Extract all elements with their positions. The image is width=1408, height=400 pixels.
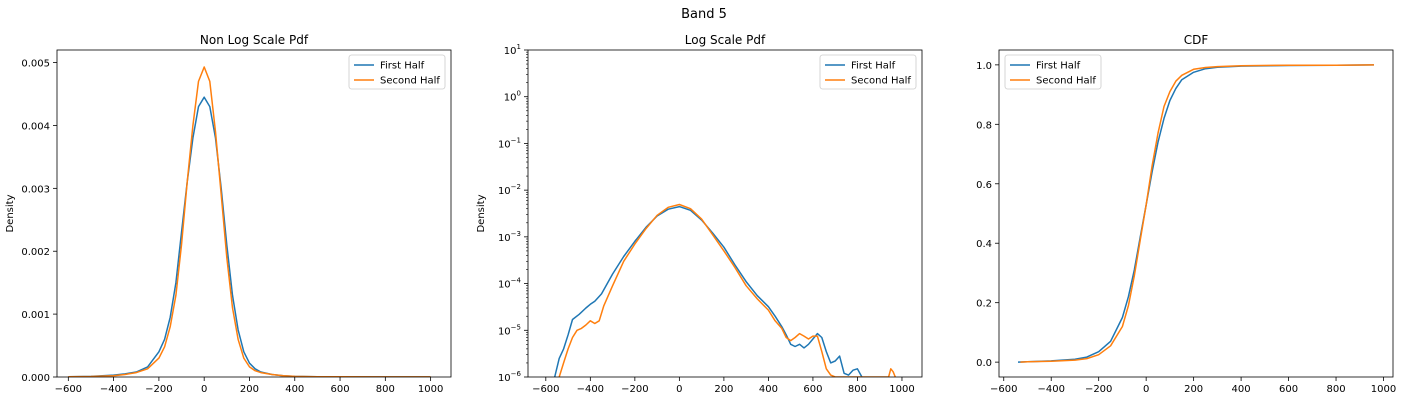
cdf-plot: CDF −600 −400 −200 0 200 400 600 800 1000 0.0 0.2 0.… bbox=[976, 33, 1396, 395]
x-tick-label: −400 bbox=[100, 384, 127, 395]
figure-title: Band 5 bbox=[681, 7, 727, 22]
legend: First Half Second Half bbox=[1004, 54, 1102, 90]
x-tick-label: 1000 bbox=[889, 384, 914, 395]
x-tick-label: −200 bbox=[621, 384, 648, 395]
legend-label-second-half: Second Half bbox=[1036, 76, 1096, 87]
x-tick-label: 1000 bbox=[418, 384, 443, 395]
y-tick-label: 0.004 bbox=[21, 121, 50, 132]
y-tick-label: 0.2 bbox=[976, 299, 992, 310]
y-tick-label: 0.001 bbox=[21, 310, 50, 321]
y-tick-label: 10−3 bbox=[498, 230, 521, 244]
y-axis-label: Density bbox=[476, 194, 487, 232]
plot-title: Non Log Scale Pdf bbox=[200, 33, 309, 47]
x-tick-label: 800 bbox=[376, 384, 395, 395]
x-tick-label: 200 bbox=[714, 384, 733, 395]
y-tick-label: 0.8 bbox=[976, 120, 992, 131]
x-tick-label: 0 bbox=[201, 384, 207, 395]
x-tick-label: 200 bbox=[1184, 384, 1203, 395]
x-tick-label: 400 bbox=[1232, 384, 1251, 395]
log-pdf-plot: Log Scale Pdf −600 −400 −200 0 200 400 600 800 10… bbox=[476, 33, 923, 395]
axes-frame bbox=[998, 49, 1394, 378]
x-tick-label: 1000 bbox=[1371, 384, 1396, 395]
x-tick-label: 0 bbox=[676, 384, 682, 395]
y-tick-label: 10−4 bbox=[498, 277, 522, 291]
y-tick-label: 100 bbox=[504, 90, 521, 104]
series-line-second-half bbox=[68, 66, 431, 377]
y-tick-label: 10−1 bbox=[498, 136, 521, 150]
legend-label-first-half: First Half bbox=[380, 61, 425, 72]
x-tick-label: −200 bbox=[1085, 384, 1112, 395]
legend: First Half Second Half bbox=[348, 54, 446, 90]
x-tick-label: 600 bbox=[1279, 384, 1298, 395]
x-tick-label: 800 bbox=[848, 384, 867, 395]
x-tick-label: −200 bbox=[145, 384, 172, 395]
y-tick-label: 1.0 bbox=[976, 61, 992, 72]
x-tick-label: 600 bbox=[803, 384, 822, 395]
x-tick-label: 600 bbox=[330, 384, 349, 395]
axes-frame bbox=[56, 49, 452, 378]
x-tick-label: 400 bbox=[759, 384, 778, 395]
y-tick-label: 0.000 bbox=[21, 373, 50, 384]
legend-label-second-half: Second Half bbox=[380, 76, 440, 87]
legend-label-second-half: Second Half bbox=[851, 76, 911, 87]
y-tick-label: 10−5 bbox=[498, 323, 521, 337]
y-tick-label: 0.005 bbox=[21, 59, 50, 70]
legend-label-first-half: First Half bbox=[851, 61, 896, 72]
legend-label-first-half: First Half bbox=[1036, 61, 1081, 72]
y-tick-label: 10−6 bbox=[498, 370, 522, 384]
y-tick-label: 101 bbox=[504, 43, 521, 57]
legend: First Half Second Half bbox=[819, 54, 917, 90]
x-tick-label: 200 bbox=[240, 384, 259, 395]
y-tick-label: 10−2 bbox=[498, 183, 521, 197]
x-tick-label: 0 bbox=[1143, 384, 1149, 395]
y-tick-label: 0.0 bbox=[976, 358, 992, 369]
x-tick-label: −600 bbox=[532, 384, 559, 395]
pdf-plot: Non Log Scale Pdf −600 −400 −200 0 200 400 600 8… bbox=[5, 33, 452, 395]
x-tick-label: −600 bbox=[990, 384, 1017, 395]
y-tick-label: 0.6 bbox=[976, 180, 992, 191]
y-axis-label: Density bbox=[5, 194, 16, 232]
series-line-first-half bbox=[1017, 64, 1375, 363]
x-tick-label: −400 bbox=[577, 384, 604, 395]
series-line-first-half bbox=[68, 96, 431, 377]
x-tick-label: 800 bbox=[1326, 384, 1345, 395]
plot-title: CDF bbox=[1184, 33, 1209, 47]
axes-frame bbox=[527, 49, 923, 378]
x-tick-label: −600 bbox=[55, 384, 82, 395]
y-tick-label: 0.003 bbox=[21, 184, 50, 195]
series-line-second-half bbox=[558, 203, 896, 377]
y-tick-label: 0.002 bbox=[21, 247, 50, 258]
x-tick-label: −400 bbox=[1037, 384, 1064, 395]
series-line-second-half bbox=[1020, 64, 1375, 363]
series-line-first-half bbox=[553, 205, 863, 377]
y-tick-label: 0.4 bbox=[976, 239, 992, 250]
x-tick-label: 400 bbox=[285, 384, 304, 395]
plot-title: Log Scale Pdf bbox=[685, 33, 766, 47]
